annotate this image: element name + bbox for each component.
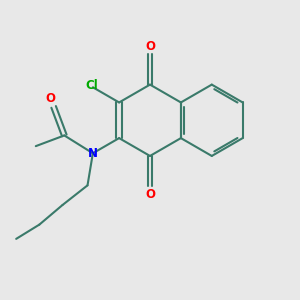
Text: O: O (46, 92, 56, 105)
Text: Cl: Cl (85, 79, 98, 92)
Text: N: N (88, 147, 98, 160)
Text: O: O (145, 188, 155, 201)
Text: O: O (145, 40, 155, 53)
